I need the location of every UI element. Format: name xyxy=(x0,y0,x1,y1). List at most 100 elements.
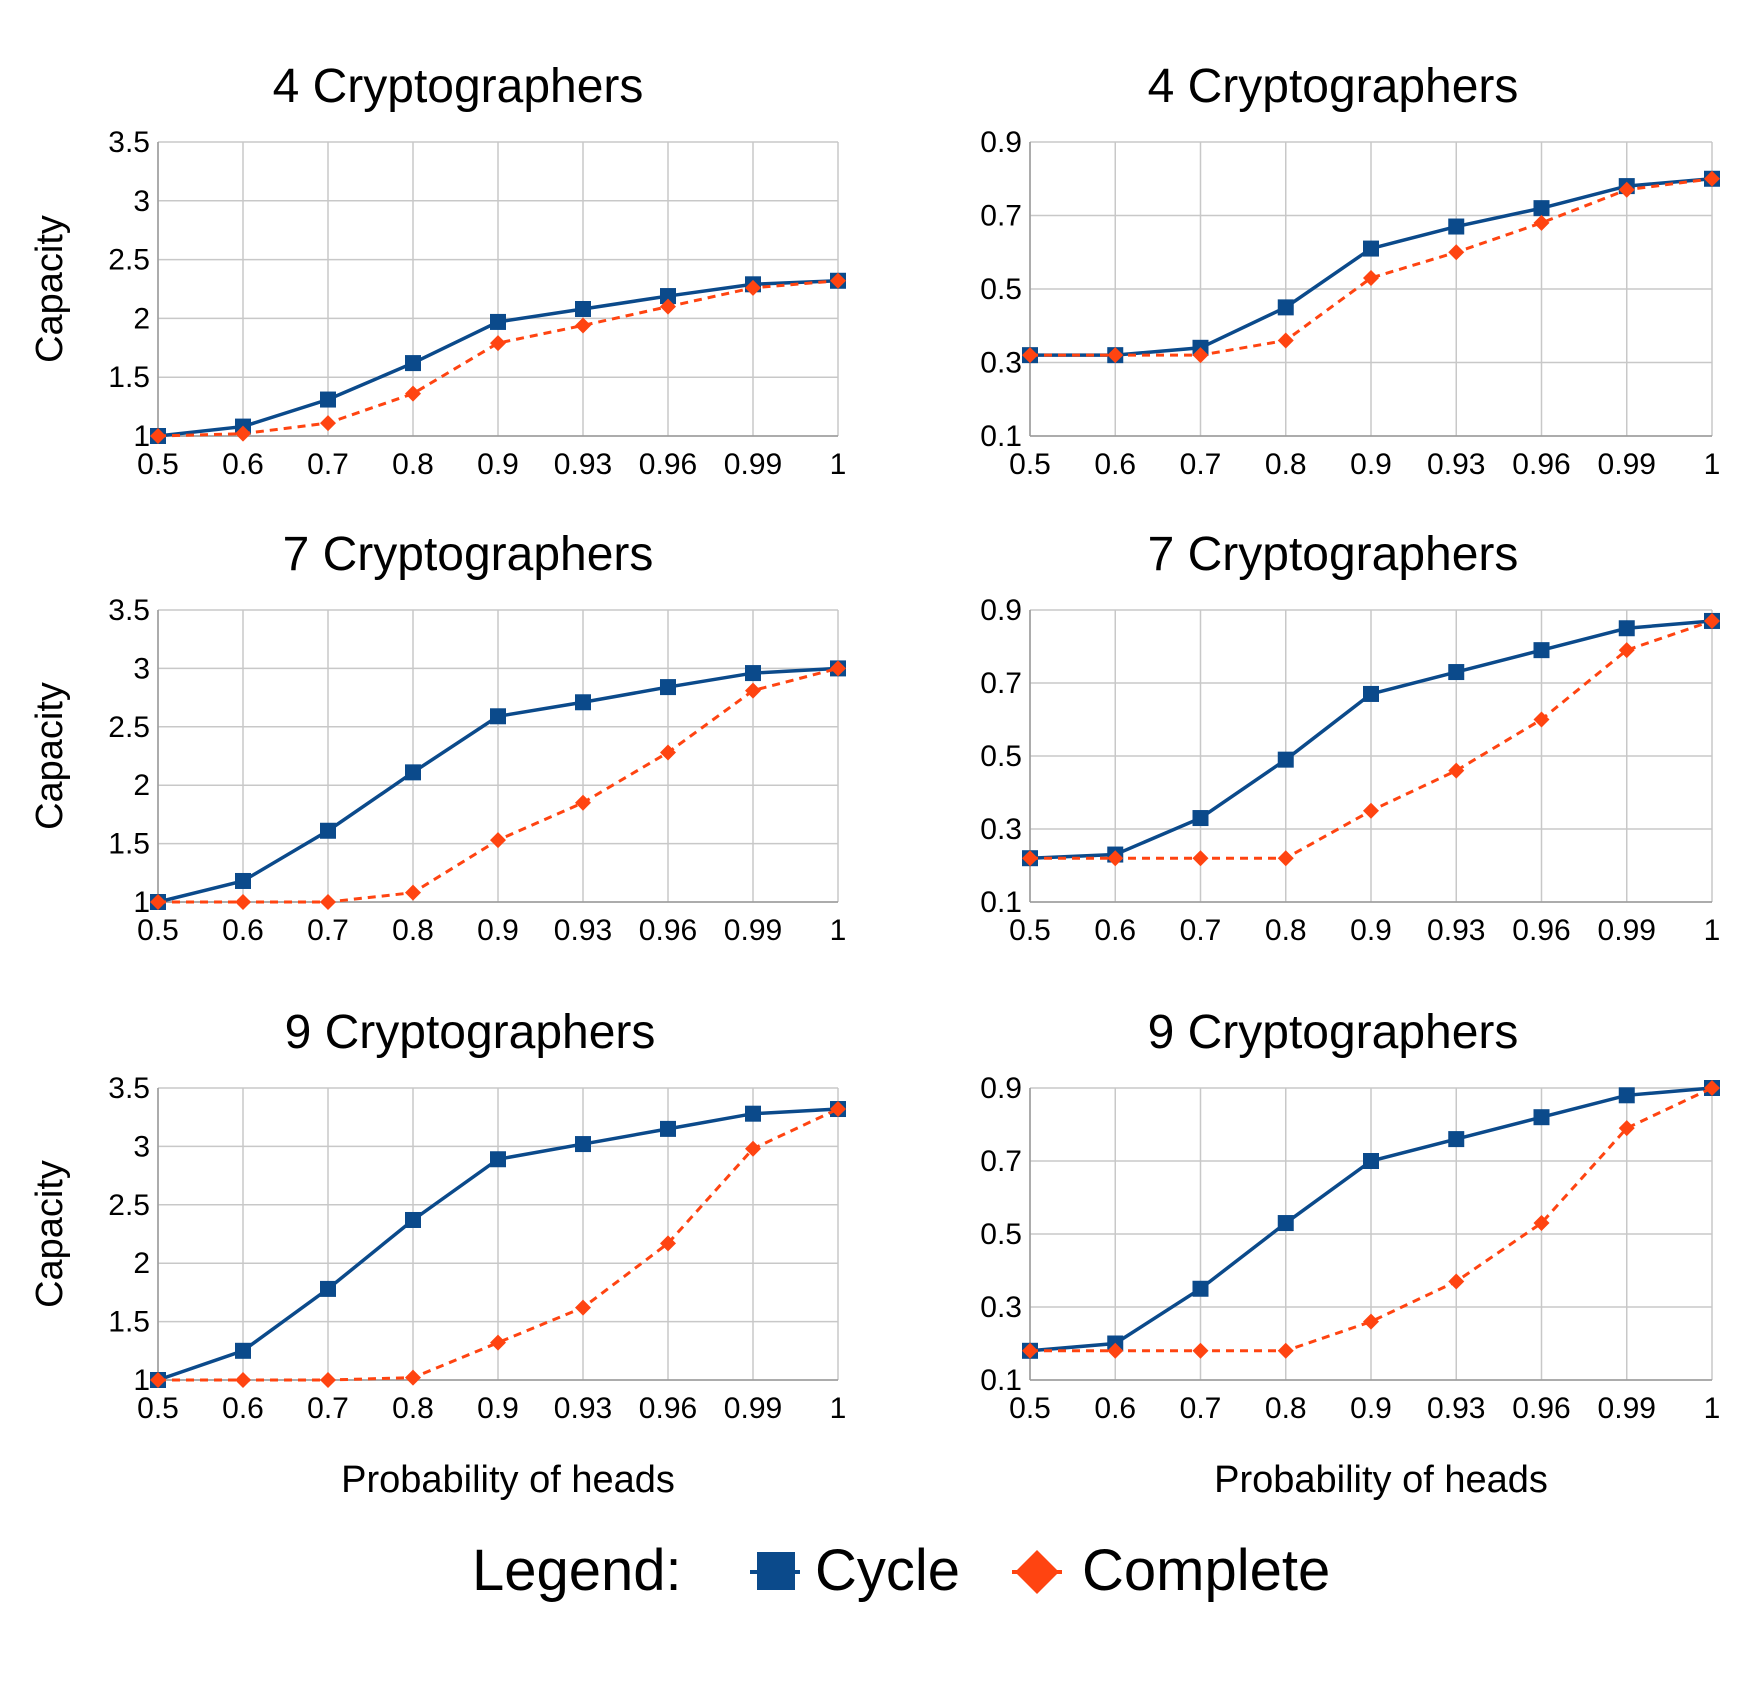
y-tick-label: 0.1 xyxy=(980,886,1022,919)
x-tick-label: 0.6 xyxy=(1094,914,1136,947)
y-tick-label: 3 xyxy=(133,652,150,685)
complete-point xyxy=(1448,244,1465,261)
x-tick-label: 0.9 xyxy=(1350,1392,1392,1425)
complete-point xyxy=(1618,1120,1635,1137)
x-tick-label: 0.8 xyxy=(392,448,434,481)
x-tick-label: 0.9 xyxy=(477,448,519,481)
y-tick-label: 1.5 xyxy=(108,361,150,394)
y-tick-label: 3 xyxy=(133,185,150,218)
x-tick-label: 0.96 xyxy=(639,1392,697,1425)
x-tick-label: 0.96 xyxy=(1512,914,1570,947)
y-tick-label: 1 xyxy=(133,1364,150,1397)
x-tick-label: 0.7 xyxy=(307,914,349,947)
y-tick-label: 1.5 xyxy=(108,1306,150,1339)
cycle-point xyxy=(745,665,761,682)
complete-point xyxy=(1107,1342,1124,1359)
complete-point xyxy=(1533,711,1550,728)
y-tick-label: 0.9 xyxy=(980,126,1022,159)
y-tick-label: 0.7 xyxy=(980,200,1022,233)
complete-point xyxy=(1704,612,1720,629)
complete-point xyxy=(1704,1080,1720,1096)
cycle-point xyxy=(1533,200,1550,217)
complete-point xyxy=(235,894,251,910)
legend-cycle-marker xyxy=(757,1552,795,1590)
y-tick-label: 0.9 xyxy=(980,594,1022,627)
x-tick-label: 1 xyxy=(1704,448,1721,481)
series-line-complete xyxy=(158,1107,839,1382)
x-tick-label: 0.8 xyxy=(1265,1392,1307,1425)
complete-point xyxy=(490,1334,506,1351)
complete-point xyxy=(745,1140,761,1157)
complete-point xyxy=(320,415,336,432)
x-tick-label: 0.99 xyxy=(1598,448,1656,481)
complete-point xyxy=(1107,850,1124,867)
complete-point xyxy=(405,385,421,402)
panel-title: 7 Cryptographers xyxy=(283,528,654,581)
x-tick-label: 0.99 xyxy=(1598,914,1656,947)
x-tick-label: 1 xyxy=(830,914,847,947)
complete-point xyxy=(1363,269,1379,286)
cycle-point xyxy=(660,679,676,696)
series-line-complete xyxy=(1030,1086,1713,1353)
complete-point xyxy=(1277,1342,1294,1359)
cycle-point xyxy=(1533,642,1550,659)
complete-point xyxy=(745,682,761,699)
complete-point xyxy=(1363,802,1379,819)
complete-point xyxy=(1533,214,1550,231)
x-tick-label: 0.5 xyxy=(137,448,179,481)
complete-point xyxy=(1022,347,1038,364)
x-tick-label: 0.96 xyxy=(1512,1392,1570,1425)
cycle-point xyxy=(1363,685,1379,702)
cycle-point xyxy=(405,355,421,372)
complete-point xyxy=(1277,850,1294,867)
y-tick-label: 2 xyxy=(133,302,150,335)
y-tick-label: 3 xyxy=(133,1130,150,1163)
x-tick-label: 0.5 xyxy=(1009,448,1051,481)
x-tick-label: 0.7 xyxy=(1180,914,1222,947)
series-line-complete xyxy=(157,279,839,438)
panel-title: 7 Cryptographers xyxy=(1148,528,1519,581)
complete-point xyxy=(830,272,846,289)
cycle-point xyxy=(235,1342,251,1359)
y-tick-label: 0.3 xyxy=(980,813,1022,846)
series-line-complete xyxy=(1030,177,1713,357)
chart-panel-2: 0.1 0.3 0.5 0.7 0.9 0.5 0.6 0.7 0.8 0.9 0.93 0.96 0.… xyxy=(980,60,1720,481)
x-tick-label: 0.5 xyxy=(1009,1392,1051,1425)
complete-point xyxy=(1192,347,1209,364)
chart-panel-3: 1 1.5 2 2.5 3 3.5 0.5 0.6 0.7 0.8 0.9 0.93 0.96 0.99 1… xyxy=(29,528,846,947)
complete-point xyxy=(150,428,166,444)
x-tick-label: 0.93 xyxy=(1427,448,1485,481)
x-tick-label: 0.5 xyxy=(1009,914,1051,947)
cycle-point xyxy=(1277,299,1294,316)
chart-panel-6: 0.1 0.3 0.5 0.7 0.9 0.5 0.6 0.7 0.8 0.9 0.93 0.96 0.… xyxy=(980,1006,1720,1501)
cycle-point xyxy=(1448,218,1465,235)
x-tick-label: 0.93 xyxy=(554,448,612,481)
cycle-point xyxy=(1277,751,1294,768)
legend-entry-cycle: Cycle xyxy=(750,1538,960,1603)
cycle-point xyxy=(660,288,676,305)
complete-point xyxy=(660,298,676,315)
x-tick-label: 0.99 xyxy=(724,448,782,481)
cycle-point xyxy=(1448,664,1465,681)
cycle-point xyxy=(490,313,506,330)
x-tick-label: 0.93 xyxy=(554,914,612,947)
x-tick-label: 0.5 xyxy=(137,914,179,947)
x-axis-title: Probability of heads xyxy=(1214,1459,1548,1501)
complete-point xyxy=(1107,347,1124,364)
x-axis-title: Probability of heads xyxy=(341,1459,675,1501)
y-tick-label: 2.5 xyxy=(108,1189,150,1222)
chart-panel-5: 1 1.5 2 2.5 3 3.5 0.5 0.6 0.7 0.8 0.9 0.93 0.96 0.99 1… xyxy=(29,1006,846,1501)
y-tick-label: 2.5 xyxy=(108,711,150,744)
x-tick-label: 1 xyxy=(1704,914,1721,947)
x-tick-label: 0.99 xyxy=(724,1392,782,1425)
complete-point xyxy=(660,744,676,761)
cycle-point xyxy=(575,300,591,317)
complete-point xyxy=(405,884,421,901)
x-tick-label: 0.9 xyxy=(1350,914,1392,947)
x-tick-label: 0.8 xyxy=(392,1392,434,1425)
cycle-point xyxy=(1533,1109,1550,1126)
complete-point xyxy=(235,425,251,442)
y-axis-title: Capacity xyxy=(29,682,71,830)
legend: Legend: Cycle Complete xyxy=(472,1538,1330,1603)
